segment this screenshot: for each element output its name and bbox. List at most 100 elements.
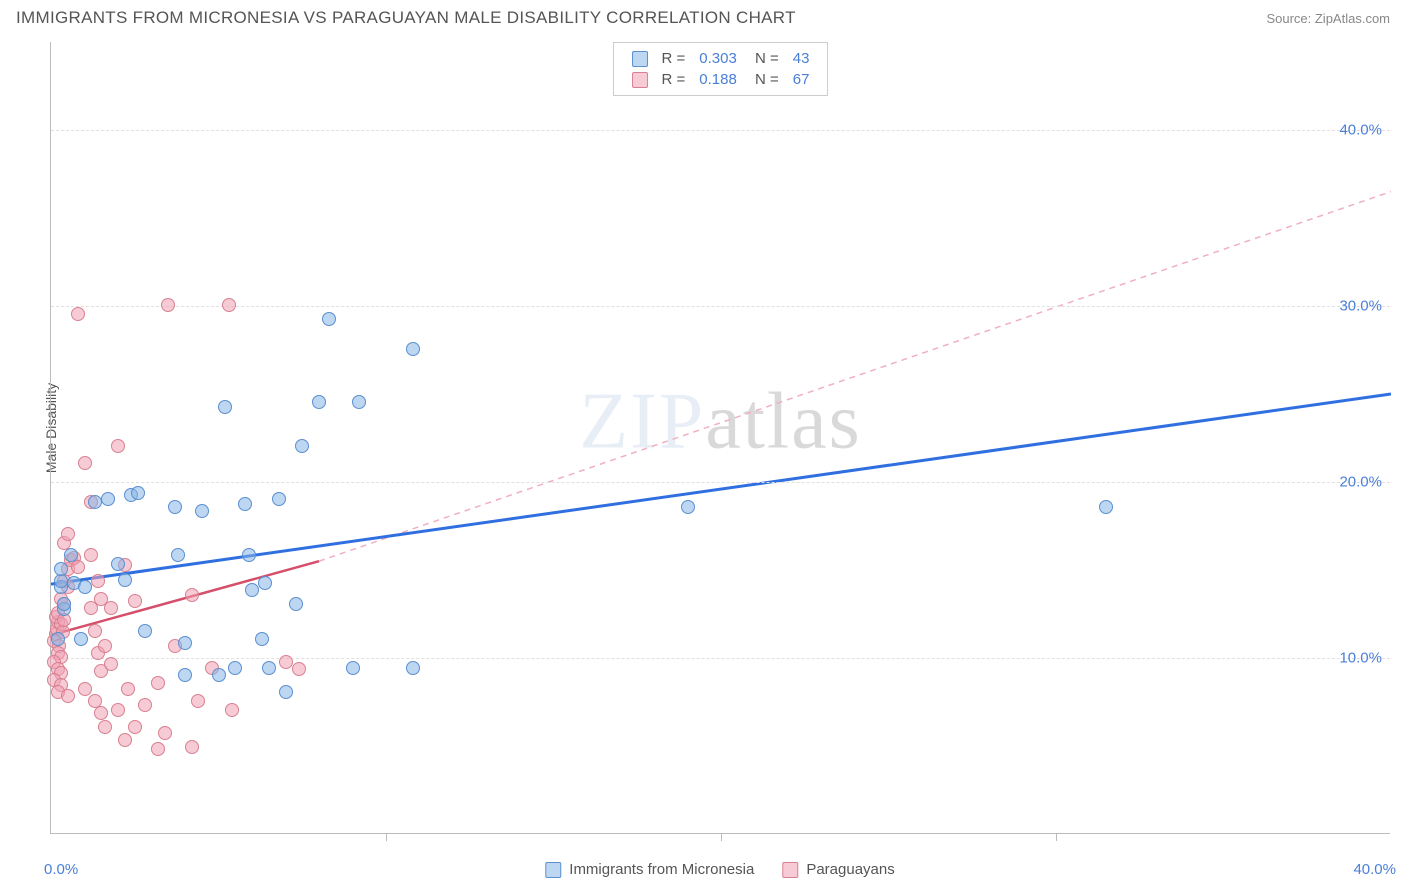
data-point-blue — [218, 400, 232, 414]
data-point-pink — [98, 720, 112, 734]
data-point-pink — [279, 655, 293, 669]
data-point-blue — [406, 342, 420, 356]
data-point-pink — [191, 694, 205, 708]
data-point-pink — [91, 574, 105, 588]
data-point-pink — [104, 657, 118, 671]
data-point-blue — [178, 668, 192, 682]
data-point-blue — [78, 580, 92, 594]
gridline — [51, 306, 1390, 307]
source-label: Source: ZipAtlas.com — [1266, 11, 1390, 26]
data-point-blue — [258, 576, 272, 590]
data-point-pink — [88, 624, 102, 638]
data-point-blue — [255, 632, 269, 646]
x-tick — [1056, 833, 1057, 841]
data-point-pink — [111, 703, 125, 717]
trend-lines — [51, 42, 1391, 834]
data-point-blue — [681, 500, 695, 514]
legend-row-blue: R =0.303 N =43 — [626, 49, 816, 68]
data-point-blue — [262, 661, 276, 675]
x-tick — [721, 833, 722, 841]
data-point-blue — [54, 562, 68, 576]
chart-title: IMMIGRANTS FROM MICRONESIA VS PARAGUAYAN… — [16, 8, 796, 28]
stats-legend: R =0.303 N =43 R =0.188 N =67 — [613, 42, 829, 96]
data-point-pink — [71, 560, 85, 574]
data-point-pink — [84, 601, 98, 615]
data-point-blue — [138, 624, 152, 638]
data-point-blue — [322, 312, 336, 326]
data-point-blue — [131, 486, 145, 500]
data-point-blue — [289, 597, 303, 611]
data-point-blue — [245, 583, 259, 597]
x-max-label: 40.0% — [1353, 861, 1396, 878]
data-point-pink — [151, 742, 165, 756]
data-point-blue — [57, 597, 71, 611]
data-point-pink — [84, 548, 98, 562]
data-point-pink — [222, 298, 236, 312]
data-point-blue — [195, 504, 209, 518]
data-point-pink — [128, 720, 142, 734]
data-point-blue — [54, 574, 68, 588]
data-point-pink — [185, 588, 199, 602]
data-point-pink — [78, 456, 92, 470]
data-point-blue — [238, 497, 252, 511]
data-point-pink — [94, 706, 108, 720]
data-point-blue — [272, 492, 286, 506]
legend-item-pink: Paraguayans — [782, 861, 894, 878]
square-icon — [632, 51, 648, 67]
square-icon — [545, 862, 561, 878]
y-tick-label: 10.0% — [1339, 650, 1382, 667]
gridline — [51, 482, 1390, 483]
data-point-blue — [406, 661, 420, 675]
data-point-blue — [312, 395, 326, 409]
data-point-blue — [1099, 500, 1113, 514]
data-point-pink — [161, 298, 175, 312]
data-point-pink — [225, 703, 239, 717]
data-point-blue — [242, 548, 256, 562]
legend-item-blue: Immigrants from Micronesia — [545, 861, 754, 878]
data-point-blue — [178, 636, 192, 650]
square-icon — [632, 72, 648, 88]
data-point-pink — [118, 733, 132, 747]
data-point-blue — [279, 685, 293, 699]
data-point-pink — [104, 601, 118, 615]
data-point-pink — [98, 639, 112, 653]
data-point-blue — [64, 548, 78, 562]
data-point-pink — [138, 698, 152, 712]
data-point-pink — [151, 676, 165, 690]
scatter-plot: ZIPatlas R =0.303 N =43 R =0.188 N =67 1… — [50, 42, 1390, 834]
data-point-pink — [61, 527, 75, 541]
legend-row-pink: R =0.188 N =67 — [626, 70, 816, 89]
data-point-pink — [185, 740, 199, 754]
data-point-pink — [292, 662, 306, 676]
x-tick — [386, 833, 387, 841]
data-point-blue — [168, 500, 182, 514]
gridline — [51, 658, 1390, 659]
x-min-label: 0.0% — [44, 861, 78, 878]
data-point-blue — [171, 548, 185, 562]
data-point-blue — [101, 492, 115, 506]
data-point-blue — [74, 632, 88, 646]
data-point-pink — [71, 307, 85, 321]
data-point-blue — [228, 661, 242, 675]
square-icon — [782, 862, 798, 878]
data-point-blue — [212, 668, 226, 682]
bottom-legend: Immigrants from Micronesia Paraguayans — [545, 861, 894, 878]
data-point-blue — [88, 495, 102, 509]
watermark: ZIPatlas — [579, 376, 862, 467]
data-point-blue — [111, 557, 125, 571]
data-point-blue — [51, 632, 65, 646]
data-point-blue — [346, 661, 360, 675]
data-point-pink — [121, 682, 135, 696]
data-point-pink — [78, 682, 92, 696]
data-point-pink — [111, 439, 125, 453]
data-point-blue — [118, 573, 132, 587]
data-point-pink — [128, 594, 142, 608]
y-tick-label: 40.0% — [1339, 122, 1382, 139]
y-tick-label: 30.0% — [1339, 298, 1382, 315]
data-point-blue — [352, 395, 366, 409]
data-point-pink — [61, 689, 75, 703]
y-tick-label: 20.0% — [1339, 474, 1382, 491]
data-point-pink — [158, 726, 172, 740]
gridline — [51, 130, 1390, 131]
data-point-blue — [295, 439, 309, 453]
